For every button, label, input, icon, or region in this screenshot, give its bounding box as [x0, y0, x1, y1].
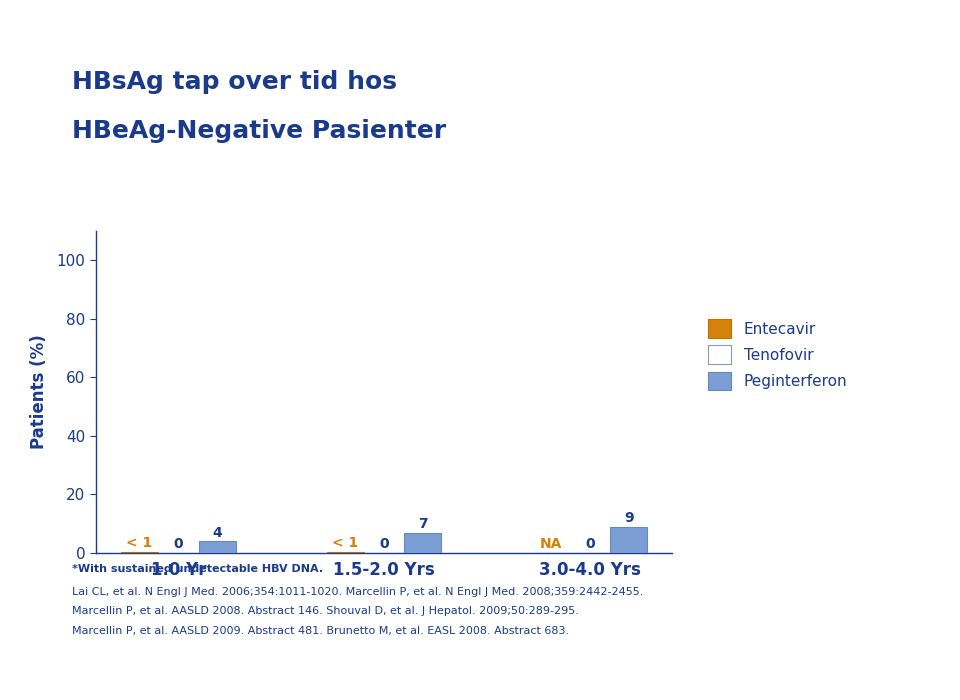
Y-axis label: Patients (%): Patients (%): [31, 335, 48, 449]
Bar: [121, 552, 157, 553]
Text: 7: 7: [418, 517, 428, 531]
Bar: [199, 541, 235, 553]
Text: 0: 0: [174, 537, 183, 551]
Legend: Entecavir, Tenofovir, Peginterferon: Entecavir, Tenofovir, Peginterferon: [708, 319, 848, 391]
Text: Lai CL, et al. N Engl J Med. 2006;354:1011-1020. Marcellin P, et al. N Engl J Me: Lai CL, et al. N Engl J Med. 2006;354:10…: [72, 587, 643, 596]
Bar: [404, 533, 442, 553]
Text: 0: 0: [379, 537, 389, 551]
Text: HBeAg-Negative Pasienter: HBeAg-Negative Pasienter: [72, 119, 446, 143]
Text: < 1: < 1: [332, 536, 358, 550]
Text: *With sustained undetectable HBV DNA.: *With sustained undetectable HBV DNA.: [72, 564, 324, 573]
Text: < 1: < 1: [127, 536, 153, 550]
Text: 4: 4: [212, 526, 222, 540]
Text: Marcellin P, et al. AASLD 2009. Abstract 481. Brunetto M, et al. EASL 2008. Abst: Marcellin P, et al. AASLD 2009. Abstract…: [72, 626, 569, 636]
Text: Marcellin P, et al. AASLD 2008. Abstract 146. Shouval D, et al. J Hepatol. 2009;: Marcellin P, et al. AASLD 2008. Abstract…: [72, 606, 579, 616]
Bar: [326, 552, 364, 553]
Text: 9: 9: [624, 511, 634, 525]
Text: 0: 0: [585, 537, 594, 551]
Bar: [611, 526, 647, 553]
Text: HBsAg tap over tid hos: HBsAg tap over tid hos: [72, 70, 397, 94]
Text: NA: NA: [540, 537, 562, 551]
